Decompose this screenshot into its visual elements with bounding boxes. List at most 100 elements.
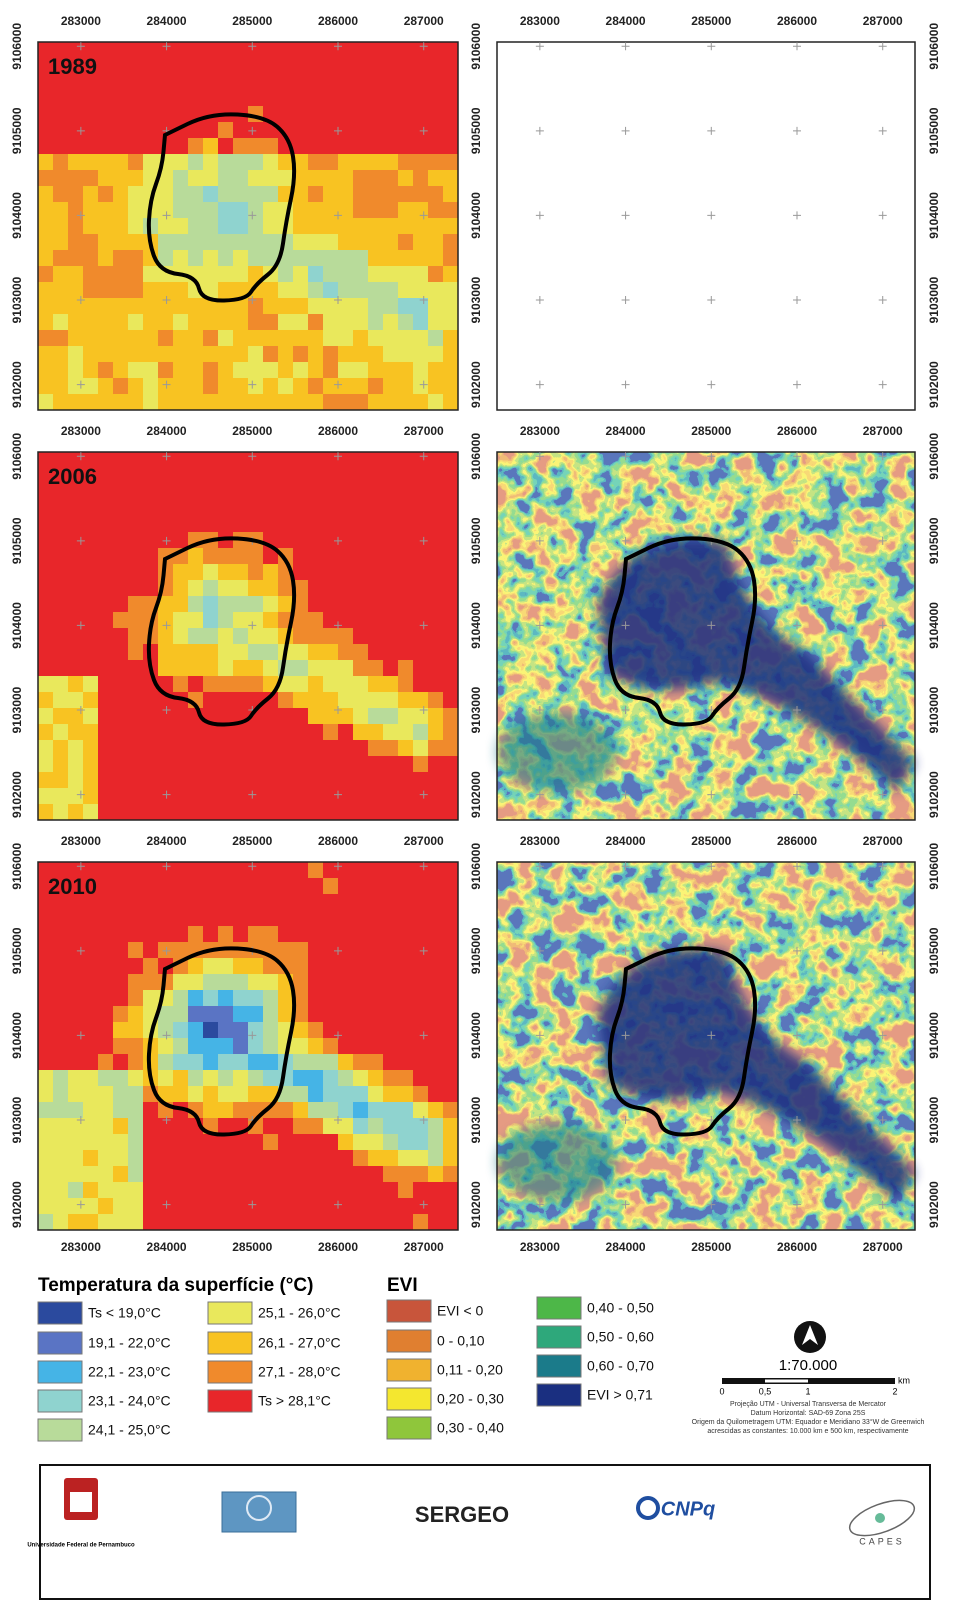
raster-cell	[128, 314, 144, 331]
raster-cell	[383, 282, 399, 299]
raster-cell	[428, 218, 444, 235]
raster-cell	[173, 862, 189, 879]
raster-cell	[113, 58, 129, 75]
raster-cell	[233, 740, 249, 757]
raster-cell	[428, 154, 444, 171]
raster-cell	[428, 1198, 444, 1215]
raster-cell	[263, 298, 279, 315]
logo-text: SERGEO	[415, 1502, 509, 1527]
raster-cell	[338, 958, 354, 975]
raster-cell	[53, 772, 69, 789]
legend-label: 23,1 - 24,0°C	[88, 1393, 171, 1409]
raster-cell	[158, 282, 174, 299]
raster-cell	[263, 958, 279, 975]
raster-cell	[398, 42, 414, 59]
raster-cell	[428, 314, 444, 331]
raster-cell	[218, 724, 234, 741]
raster-cell	[83, 234, 99, 251]
raster-cell	[278, 756, 294, 773]
grid-cross	[248, 126, 257, 135]
raster-cell	[398, 1134, 414, 1151]
raster-cell	[323, 362, 339, 379]
raster-cell	[248, 1086, 264, 1103]
raster-cell	[323, 42, 339, 59]
raster-cell	[263, 394, 279, 411]
raster-cell	[248, 346, 264, 363]
raster-cell	[158, 740, 174, 757]
raster-cell	[143, 362, 159, 379]
raster-cell	[368, 186, 384, 203]
raster-cell	[368, 580, 384, 597]
raster-cell	[398, 1086, 414, 1103]
raster-cell	[248, 154, 264, 171]
raster-cell	[428, 708, 444, 725]
raster-cell	[68, 548, 84, 565]
grid-cross	[419, 621, 428, 630]
raster-cell	[143, 74, 159, 91]
raster-cell	[128, 772, 144, 789]
raster-cell	[38, 692, 54, 709]
raster-cell	[428, 644, 444, 661]
raster-cell	[368, 282, 384, 299]
x-tick-label: 283000	[520, 14, 560, 28]
raster-cell	[173, 484, 189, 501]
raster-cell	[338, 724, 354, 741]
raster-cell	[353, 362, 369, 379]
raster-cell	[83, 90, 99, 107]
raster-cell	[398, 500, 414, 517]
raster-cell	[368, 1022, 384, 1039]
raster-cell	[368, 692, 384, 709]
raster-cell	[218, 468, 234, 485]
raster-cell	[188, 58, 204, 75]
raster-cell	[53, 42, 69, 59]
raster-cell	[98, 298, 114, 315]
raster-cell	[398, 878, 414, 895]
raster-cell	[428, 266, 444, 283]
raster-cell	[98, 1086, 114, 1103]
legend-label: 0,50 - 0,60	[587, 1329, 654, 1345]
raster-cell	[308, 1214, 324, 1231]
raster-cell	[188, 250, 204, 267]
raster-cell	[188, 90, 204, 107]
raster-cell	[413, 42, 429, 59]
grid-cross	[878, 621, 887, 630]
raster-cell	[368, 516, 384, 533]
raster-cell	[383, 250, 399, 267]
raster-cell	[98, 804, 114, 821]
raster-cell	[68, 1054, 84, 1071]
raster-cell	[83, 452, 99, 469]
raster-cell	[293, 926, 309, 943]
raster-cell	[203, 516, 219, 533]
grid-cross	[535, 790, 544, 799]
raster-cell	[38, 548, 54, 565]
raster-cell	[143, 122, 159, 139]
raster-cell	[383, 1022, 399, 1039]
legend-label: 0,30 - 0,40	[437, 1420, 504, 1436]
raster-cell	[173, 974, 189, 991]
raster-cell	[368, 926, 384, 943]
raster-cell	[113, 532, 129, 549]
raster-cell	[143, 138, 159, 155]
raster-cell	[203, 548, 219, 565]
grid-cross	[878, 706, 887, 715]
grid-cross	[248, 211, 257, 220]
raster-cell	[113, 894, 129, 911]
raster-cell	[398, 202, 414, 219]
raster-cell	[308, 974, 324, 991]
raster-cell	[38, 708, 54, 725]
x-tick-label: 284000	[147, 1240, 187, 1254]
grid-cross	[334, 42, 342, 51]
raster-cell	[413, 676, 429, 693]
raster-cell	[128, 106, 144, 123]
raster-cell	[188, 1070, 204, 1087]
raster-cell	[368, 170, 384, 187]
raster-cell	[98, 122, 114, 139]
raster-cell	[233, 548, 249, 565]
raster-cell	[128, 894, 144, 911]
raster-cell	[308, 788, 324, 805]
raster-cell	[428, 58, 444, 75]
raster-cell	[83, 772, 99, 789]
raster-cell	[383, 1166, 399, 1183]
raster-cell	[98, 692, 114, 709]
raster-cell	[413, 1070, 429, 1087]
